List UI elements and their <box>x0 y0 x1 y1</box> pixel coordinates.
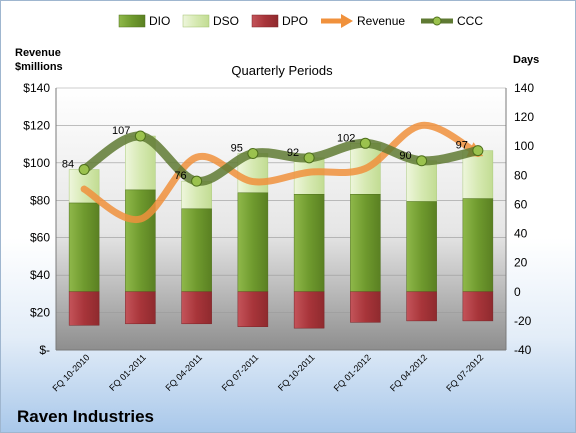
ccc-point-4 <box>303 152 315 164</box>
left-tick-label-1: $20 <box>30 306 50 320</box>
left-tick-label-2: $40 <box>30 268 50 282</box>
right-tick-label-6: 80 <box>514 168 528 182</box>
left-axis-label-line1: Revenue <box>15 47 61 59</box>
revenue-line <box>80 121 482 224</box>
left-tick-label-7: $140 <box>23 81 50 95</box>
bar-dpo-2 <box>181 291 212 325</box>
bar-dio-6 <box>406 201 437 293</box>
bar-dpo-6 <box>406 291 437 322</box>
legend-label-ccc: CCC <box>457 14 483 28</box>
category-label-7: FQ 07-2012 <box>444 352 485 393</box>
legend-swatch-dio <box>118 14 146 28</box>
category-label-6: FQ 04-2012 <box>388 352 429 393</box>
legend-label-dio: DIO <box>149 14 170 28</box>
legend-label-dso: DSO <box>213 14 239 28</box>
bar-dio-1 <box>125 189 156 293</box>
axes: $- $20 $40 $60 $80 $100 $120 $140 -40 -20 0 20 40 60 8… <box>23 81 534 357</box>
left-tick-label-3: $60 <box>30 231 50 245</box>
left-tick-label-4: $80 <box>30 193 50 207</box>
bar-dpo-1 <box>125 291 156 325</box>
left-tick-label-5: $100 <box>23 156 50 170</box>
right-tick-label-7: 100 <box>514 139 534 153</box>
ccc-point-3 <box>247 148 259 159</box>
legend-swatch-dpo <box>251 14 279 28</box>
ccc-point-1 <box>134 130 146 142</box>
right-tick-label-5: 60 <box>514 197 528 211</box>
right-tick-label-2: 0 <box>514 285 521 299</box>
category-label-0: FQ 10-2010 <box>51 352 92 393</box>
bar-dpo-7 <box>462 291 494 322</box>
series-lines: 84 107 76 95 92 102 90 97 <box>62 121 484 224</box>
category-labels: FQ 10-2010 FQ 01-2011 FQ 04-2011 FQ 07-2011… <box>51 352 486 393</box>
right-tick-label-8: 120 <box>514 110 534 124</box>
bar-dio-2 <box>181 208 212 293</box>
ccc-point-5 <box>359 137 371 149</box>
ccc-label-7: 97 <box>456 140 468 152</box>
legend-swatch-revenue <box>321 14 353 28</box>
ccc-label-5: 102 <box>337 132 355 144</box>
bar-dio-4 <box>293 194 325 293</box>
bar-dio-0 <box>68 202 100 293</box>
category-label-1: FQ 01-2011 <box>107 352 148 393</box>
bar-dso-7 <box>462 150 494 199</box>
left-tick-label-6: $120 <box>23 118 50 132</box>
right-tick-label-0: -40 <box>514 343 532 357</box>
ccc-point-0 <box>78 164 90 176</box>
ccc-point-7 <box>472 145 484 157</box>
category-label-3: FQ 07-2011 <box>220 352 261 393</box>
bar-dio-7 <box>462 198 494 293</box>
ccc-point-6 <box>416 155 428 167</box>
chart-title: Quarterly Periods <box>231 63 333 78</box>
right-tick-label-4: 40 <box>514 227 528 241</box>
bar-dpo-5 <box>350 291 381 323</box>
bar-dpo-3 <box>237 291 269 327</box>
category-label-5: FQ 01-2012 <box>332 352 373 393</box>
category-label-2: FQ 04-2011 <box>163 352 204 393</box>
right-axis-label: Days <box>513 54 539 66</box>
ccc-label-2: 76 <box>174 170 186 182</box>
right-tick-label-9: 140 <box>514 81 534 95</box>
bar-dio-5 <box>350 194 381 293</box>
left-axis-label-line2: $millions <box>15 61 63 73</box>
legend: DIO DSO DPO Revenue CCC <box>118 14 483 28</box>
bar-dso-6 <box>406 160 437 202</box>
category-label-4: FQ 10-2011 <box>276 352 317 393</box>
bars <box>68 135 494 329</box>
ccc-label-0: 84 <box>62 159 74 171</box>
ccc-point-2 <box>191 175 203 187</box>
bar-dpo-4 <box>293 291 325 329</box>
legend-label-dpo: DPO <box>282 14 308 28</box>
ccc-label-3: 95 <box>231 143 243 155</box>
legend-label-revenue: Revenue <box>357 14 405 28</box>
company-name: Raven Industries <box>17 407 154 426</box>
ccc-label-1: 107 <box>112 125 130 137</box>
left-tick-label-0: $- <box>39 343 50 357</box>
bar-dpo-0 <box>68 291 100 326</box>
legend-swatch-dso <box>182 14 210 28</box>
right-tick-label-3: 20 <box>514 256 528 270</box>
right-tick-label-1: -20 <box>514 314 532 328</box>
bar-dio-3 <box>237 192 269 293</box>
legend-swatch-ccc <box>421 16 453 26</box>
ccc-label-4: 92 <box>287 147 299 159</box>
ccc-label-6: 90 <box>399 150 411 162</box>
